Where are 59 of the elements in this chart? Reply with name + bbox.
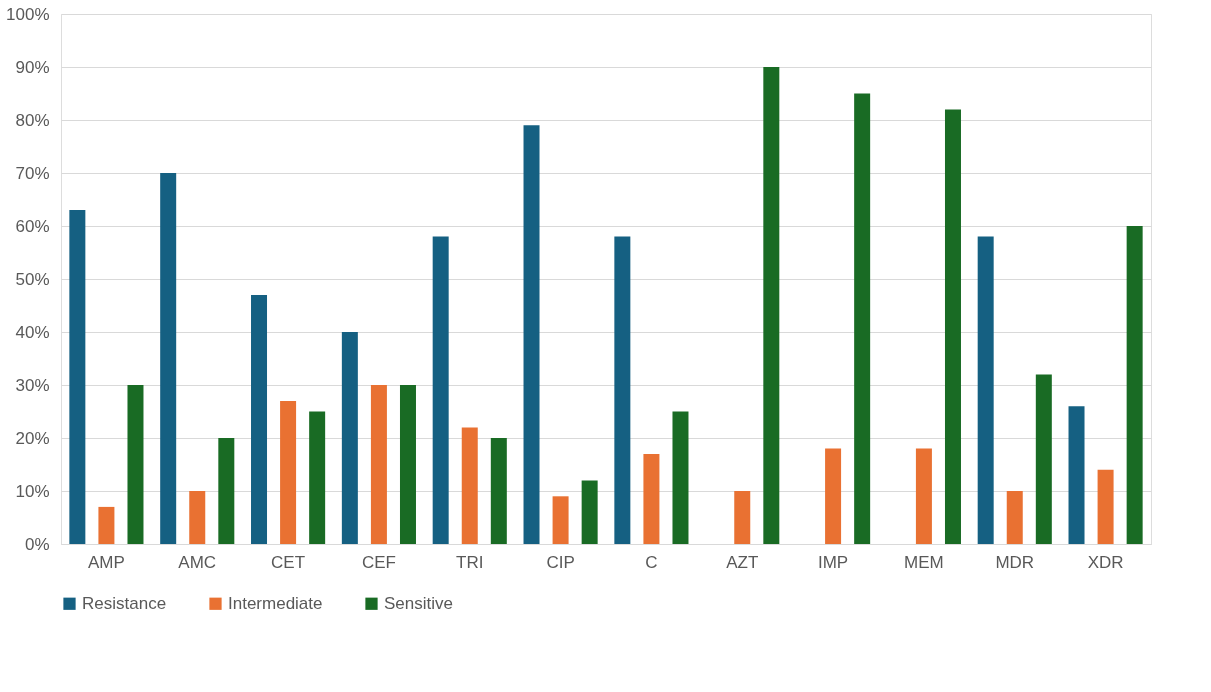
- bar: [944, 109, 961, 544]
- bar: [399, 385, 416, 544]
- bar: [643, 453, 660, 544]
- y-tick-label: 90%: [15, 57, 50, 77]
- bar: [1006, 491, 1023, 544]
- bar: [763, 67, 780, 544]
- bar: [734, 491, 751, 544]
- bar: [552, 496, 569, 544]
- bar: [1126, 226, 1143, 544]
- bar: [672, 411, 689, 544]
- bar: [341, 332, 358, 544]
- bar: [309, 411, 326, 544]
- bar: [523, 125, 540, 544]
- bar: [1097, 469, 1114, 544]
- bar: [977, 236, 994, 544]
- x-tick-label: AZT: [726, 552, 759, 572]
- bar: [581, 480, 598, 544]
- y-tick-label: 50%: [15, 269, 50, 289]
- y-tick-label: 80%: [15, 110, 50, 130]
- y-tick-label: 60%: [15, 216, 50, 236]
- bar: [189, 491, 206, 544]
- bar: [370, 385, 387, 544]
- bar: [218, 438, 235, 544]
- bar: [251, 294, 268, 544]
- x-tick-label: CIP: [546, 552, 575, 572]
- x-tick-label: IMP: [817, 552, 849, 572]
- x-tick-label: AMC: [178, 552, 217, 572]
- bar: [614, 236, 631, 544]
- bar: [490, 438, 507, 544]
- x-tick-label: CET: [271, 552, 306, 572]
- x-tick-label: CEF: [361, 552, 396, 572]
- y-tick-label: 100%: [6, 4, 50, 24]
- bar: [1068, 406, 1085, 544]
- bar: [1035, 374, 1052, 544]
- x-tick-label: AMP: [87, 552, 125, 572]
- legend-label: Sensitive: [384, 593, 453, 613]
- bar: [825, 448, 842, 544]
- bar: [432, 236, 449, 544]
- x-tick-label: TRI: [456, 552, 484, 572]
- legend-label: Resistance: [82, 593, 167, 613]
- bar: [915, 448, 932, 544]
- x-tick-label: C: [645, 552, 658, 572]
- bar: [461, 427, 478, 544]
- bar: [69, 210, 86, 544]
- y-tick-label: 70%: [15, 163, 50, 183]
- y-tick-label: 10%: [15, 481, 50, 501]
- x-tick-label: MEM: [904, 552, 944, 572]
- x-tick-label: MDR: [995, 552, 1035, 572]
- y-tick-label: 20%: [15, 428, 50, 448]
- y-tick-label: 0%: [24, 534, 50, 554]
- y-tick-label: 40%: [15, 322, 50, 342]
- bar: [854, 93, 871, 544]
- legend-label: Intermediate: [228, 593, 323, 613]
- bar: [160, 173, 177, 544]
- bar: [98, 506, 115, 544]
- y-tick-label: 30%: [15, 375, 50, 395]
- bar: [280, 400, 297, 544]
- bar: [127, 385, 144, 544]
- x-tick-label: XDR: [1087, 552, 1124, 572]
